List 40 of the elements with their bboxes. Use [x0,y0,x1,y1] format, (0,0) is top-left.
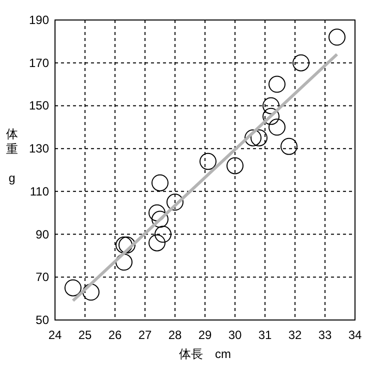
point [116,254,132,271]
y-tick-label: 90 [36,227,50,242]
point [118,236,136,254]
point [64,279,82,296]
y-tick-label: 70 [36,270,50,284]
x-tick-label: 24 [48,328,62,342]
point [152,210,168,228]
x-tick-label: 28 [168,328,182,342]
x-tick-label: 25 [78,328,92,342]
x-tick-label: 29 [198,328,212,342]
x-tick-label: 32 [288,328,302,342]
y-tick-label: 110 [30,184,50,198]
y-tick-label: 150 [28,98,50,113]
point [82,284,100,301]
point [328,28,346,46]
text: 体重 g [6,127,18,185]
y-tick-label: 190 [28,13,50,27]
y-tick-label: 130 [28,142,50,156]
point [200,152,216,170]
point [292,54,310,72]
point [262,108,280,125]
x-tick-label: 27 [138,328,152,342]
y-tick-label: 170 [28,56,50,70]
x-tick-label: 33 [318,328,332,342]
point [280,138,298,155]
x-axis-title: 体長 cm [179,347,231,361]
point [116,236,132,254]
point [166,194,184,211]
x-tick-label: 26 [108,328,122,342]
point [154,226,172,243]
x-tick-label: 30 [228,328,242,342]
x-tick-label: 34 [348,328,362,342]
y-tick-label: 50 [36,313,50,327]
point [226,157,244,174]
point [148,234,166,252]
point [244,129,262,146]
point [268,76,286,93]
point [152,174,168,192]
point [268,118,286,136]
x-tick-label: 31 [258,328,272,342]
